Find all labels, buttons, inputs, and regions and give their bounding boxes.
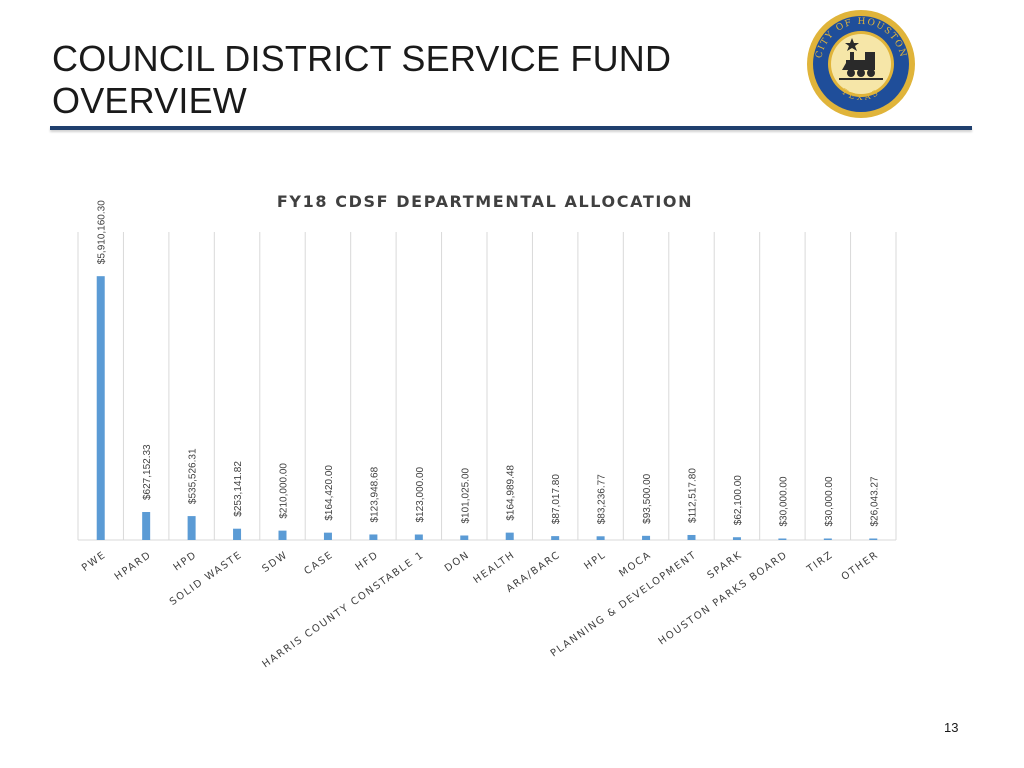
- bar-moca: [642, 535, 651, 540]
- bar-planning-development: [687, 534, 696, 540]
- bar-hpd: [187, 516, 196, 540]
- value-label-case: $164,420.00: [324, 465, 335, 521]
- category-label-hpard: HPARD: [113, 549, 154, 582]
- category-label-sdw: SDW: [260, 549, 290, 575]
- chart-bars: [96, 276, 878, 540]
- bar-tirz: [823, 538, 832, 540]
- value-label-hpd: $535,526.31: [188, 448, 199, 504]
- category-label-spark: SPARK: [706, 549, 745, 581]
- bar-hfd: [369, 534, 378, 540]
- bar-harris-county-constable-1: [414, 534, 423, 540]
- bar-hpl: [596, 536, 605, 540]
- city-seal: CITY OF HOUSTON TEXAS: [807, 10, 915, 118]
- value-label-pwe: $5,910,160.30: [97, 200, 108, 264]
- value-label-other: $26,043.27: [869, 476, 880, 526]
- bar-ara-barc: [551, 536, 560, 540]
- value-label-ara-barc: $87,017.80: [551, 474, 562, 524]
- bar-houston-parks-board: [778, 538, 787, 540]
- value-label-don: $101,025.00: [460, 467, 471, 523]
- value-label-solid-waste: $253,141.82: [233, 461, 244, 517]
- value-label-sdw: $210,000.00: [279, 463, 290, 519]
- chart-gridlines: [77, 232, 897, 541]
- category-label-pwe: PWE: [80, 549, 108, 574]
- category-label-harris-county-constable-1: HARRIS COUNTY CONSTABLE 1: [261, 549, 427, 670]
- bar-don: [460, 535, 469, 540]
- value-label-houston-parks-board: $30,000.00: [778, 476, 789, 526]
- category-label-hpl: HPL: [582, 549, 608, 572]
- value-label-hpard: $627,152.33: [142, 444, 153, 500]
- slide-title: COUNCIL DISTRICT SERVICE FUND OVERVIEW: [52, 38, 672, 121]
- category-label-case: CASE: [302, 549, 335, 577]
- category-label-other: OTHER: [840, 549, 881, 583]
- category-label-tirz: TIRZ: [804, 549, 835, 575]
- bar-hpard: [142, 512, 151, 540]
- value-label-harris-county-constable-1: $123,000.00: [415, 466, 426, 522]
- bar-case: [323, 532, 332, 540]
- value-label-hpl: $83,236.77: [597, 474, 608, 524]
- value-label-tirz: $30,000.00: [824, 476, 835, 526]
- bar-solid-waste: [233, 528, 242, 540]
- chart-title: FY18 CDSF DEPARTMENTAL ALLOCATION: [277, 192, 693, 211]
- category-label-don: DON: [443, 549, 472, 574]
- category-label-hfd: HFD: [354, 549, 381, 573]
- chart-value-labels: $5,910,160.30 $627,152.33 $535,526.31 $253,…: [97, 200, 881, 527]
- bar-pwe: [96, 276, 105, 540]
- bar-health: [505, 532, 514, 540]
- value-label-health: $164,989.48: [506, 465, 517, 521]
- title-divider: [50, 126, 972, 130]
- value-label-planning-development: $112,517.80: [688, 468, 699, 523]
- page-number: 13: [944, 720, 959, 735]
- bar-sdw: [278, 530, 287, 540]
- bar-spark: [732, 537, 741, 540]
- value-label-hfd: $123,948.68: [369, 466, 380, 522]
- category-label-hpd: HPD: [172, 549, 200, 573]
- bar-other: [869, 538, 878, 540]
- value-label-spark: $62,100.00: [733, 475, 744, 525]
- category-label-moca: MOCA: [617, 549, 653, 579]
- value-label-moca: $93,500.00: [642, 473, 653, 523]
